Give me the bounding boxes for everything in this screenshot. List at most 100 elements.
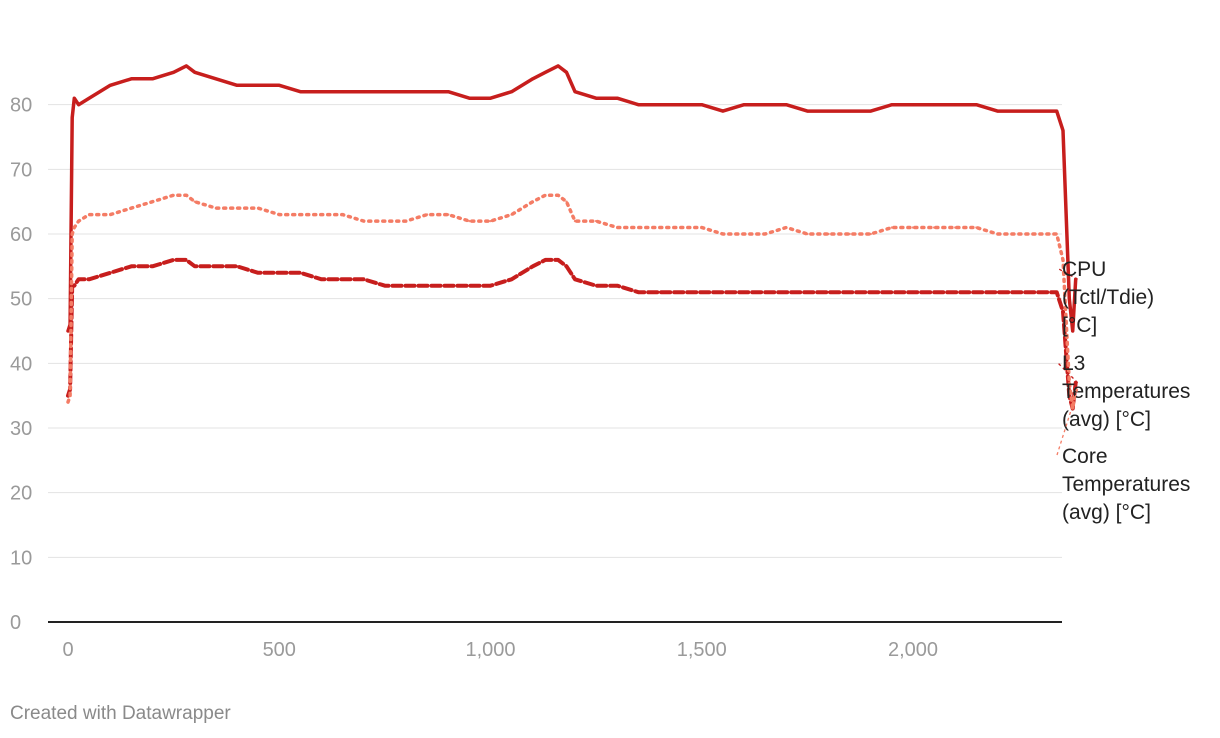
data-point [172, 194, 175, 197]
data-point [193, 71, 196, 74]
data-point [1055, 291, 1058, 294]
data-point [911, 291, 915, 294]
data-point [404, 219, 408, 223]
series-labels: CPU (Tctl/Tdie) [°C] L3 Temperatures (avg) [°… [1056, 258, 1190, 524]
data-point [616, 97, 619, 100]
series-label-2: Temperatures [1062, 380, 1190, 403]
data-point [1038, 109, 1041, 113]
data-point [848, 232, 851, 236]
data-point [214, 77, 218, 81]
data-point [77, 103, 80, 106]
y-tick-label: 40 [10, 353, 32, 375]
data-point [1017, 109, 1020, 113]
data-point [341, 213, 344, 216]
data-point [544, 71, 547, 74]
data-point [510, 213, 513, 216]
data-point [1038, 232, 1041, 236]
data-point [679, 103, 682, 106]
y-tick-label: 20 [10, 483, 32, 505]
data-point [700, 103, 703, 106]
data-point [1068, 394, 1071, 397]
data-point [594, 284, 598, 287]
data-point [785, 291, 788, 294]
data-point [510, 90, 513, 93]
data-point [468, 219, 471, 223]
y-axis: 0 10 20 30 40 50 60 70 80 [10, 95, 32, 634]
data-point [256, 84, 260, 87]
x-tick-label: 1,000 [465, 639, 515, 661]
data-point [214, 206, 218, 210]
data-point [73, 284, 76, 287]
data-point [66, 329, 70, 333]
data-point [594, 97, 598, 100]
data-point [565, 265, 568, 268]
data-point [679, 226, 682, 229]
data-point [278, 213, 281, 216]
data-point [573, 278, 577, 281]
data-point [68, 394, 72, 397]
data-point [975, 103, 978, 106]
x-tick-label: 1,500 [677, 639, 727, 661]
data-point [975, 291, 978, 294]
data-point [932, 226, 936, 229]
data-point [278, 271, 281, 274]
data-point [637, 103, 640, 106]
y-tick-label: 60 [10, 224, 32, 246]
data-point [1068, 297, 1071, 300]
data-point [172, 258, 175, 262]
x-axis: 0 500 1,000 1,500 2,000 [62, 639, 938, 661]
series-label-2: (avg) [°C] [1062, 408, 1151, 431]
data-point [256, 206, 260, 210]
series-label-1: CPU [1062, 258, 1106, 281]
data-point [565, 71, 568, 74]
data-point [256, 271, 260, 274]
data-point [320, 213, 323, 216]
data-point [573, 219, 577, 223]
data-point [383, 90, 387, 93]
data-point [362, 278, 365, 281]
data-point [172, 71, 175, 74]
data-point [130, 77, 133, 81]
data-point [742, 103, 746, 106]
data-point [848, 109, 851, 113]
y-tick-label: 10 [10, 547, 32, 569]
data-point [544, 194, 547, 197]
data-point [763, 291, 767, 294]
data-point [71, 116, 74, 119]
data-point [556, 194, 560, 197]
data-point [911, 103, 915, 106]
data-point [320, 278, 323, 281]
data-point [556, 258, 560, 262]
x-tick-label: 500 [263, 639, 296, 661]
x-tick-label: 2,000 [888, 639, 938, 661]
data-point [383, 219, 387, 223]
data-point [341, 278, 344, 281]
y-tick-label: 50 [10, 289, 32, 311]
data-point [109, 271, 112, 274]
data-point [932, 103, 936, 106]
data-point [1071, 329, 1074, 333]
data-point [87, 97, 91, 100]
data-point [185, 258, 188, 262]
series-line-3 [66, 193, 1078, 411]
data-point [954, 103, 957, 106]
data-point [425, 284, 429, 287]
data-point [299, 213, 302, 216]
data-point [1055, 232, 1058, 236]
data-point [742, 232, 746, 236]
series-label-3: (avg) [°C] [1062, 501, 1151, 524]
data-point [151, 200, 154, 203]
data-point [1061, 129, 1065, 132]
data-point [1055, 109, 1058, 113]
data-point [658, 291, 661, 294]
data-point [721, 291, 725, 294]
series-label-1: [°C] [1062, 314, 1097, 337]
data-point [468, 284, 471, 287]
data-point [721, 232, 725, 236]
data-point [1038, 291, 1041, 294]
data-point [185, 64, 188, 68]
data-point [447, 213, 450, 216]
data-point [341, 90, 344, 93]
footer-credit[interactable]: Created with Datawrapper [10, 703, 231, 724]
